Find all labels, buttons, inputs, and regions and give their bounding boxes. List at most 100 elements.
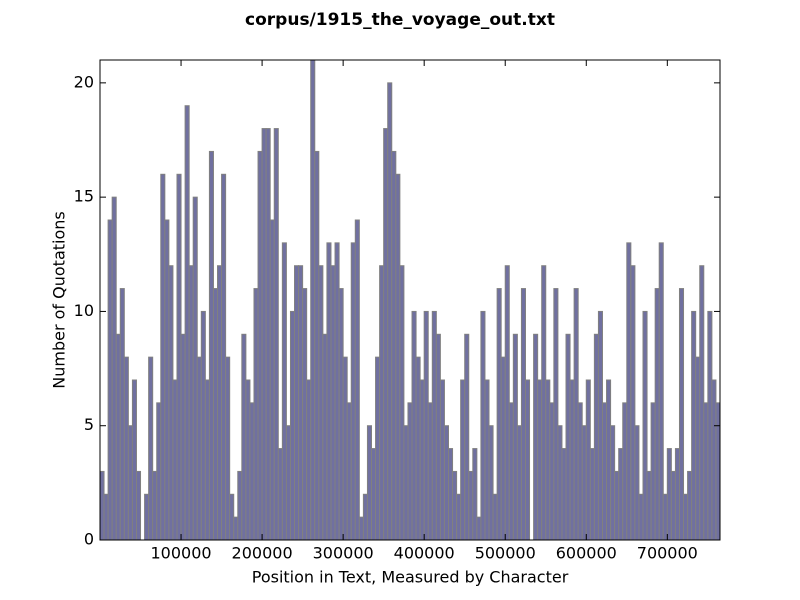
bar xyxy=(403,425,409,541)
bar xyxy=(180,333,186,541)
bar xyxy=(391,150,397,541)
bar xyxy=(691,310,697,541)
bar xyxy=(622,402,628,541)
bar xyxy=(314,150,320,541)
bar xyxy=(516,425,522,541)
bar xyxy=(658,242,664,541)
bar xyxy=(484,379,490,541)
bar xyxy=(678,288,685,541)
bar xyxy=(508,402,514,541)
bar xyxy=(553,288,559,541)
chart-title: corpus/1915_the_voyage_out.txt xyxy=(245,10,555,30)
bar xyxy=(196,356,202,541)
bar xyxy=(204,379,210,541)
bar xyxy=(654,288,660,541)
bar xyxy=(395,173,401,541)
bar xyxy=(160,173,166,541)
bar xyxy=(642,310,648,541)
bar xyxy=(423,310,429,541)
bar xyxy=(589,448,595,541)
bar xyxy=(237,470,243,541)
bar xyxy=(188,265,194,541)
bar xyxy=(447,448,454,541)
bar xyxy=(99,470,105,541)
bar xyxy=(119,288,125,541)
bar xyxy=(371,448,377,541)
bar xyxy=(601,402,608,541)
bar xyxy=(460,379,466,541)
bar xyxy=(103,493,109,541)
bar xyxy=(334,242,340,541)
bar xyxy=(330,265,336,541)
bar xyxy=(131,379,137,541)
bar xyxy=(662,493,668,541)
bar xyxy=(281,242,287,541)
bar xyxy=(614,470,620,541)
bar xyxy=(269,219,275,541)
bar xyxy=(253,288,259,541)
bar xyxy=(148,356,154,541)
bar xyxy=(638,493,644,541)
bar xyxy=(683,493,689,541)
bar xyxy=(476,516,482,541)
bar xyxy=(306,379,312,541)
bar xyxy=(383,128,389,541)
bar xyxy=(346,402,352,541)
bar xyxy=(703,402,709,541)
x-tick-label: 500000 xyxy=(475,544,536,563)
bar xyxy=(452,470,458,541)
bar xyxy=(411,310,417,541)
bar xyxy=(123,356,129,541)
bar xyxy=(500,356,506,541)
bar xyxy=(524,379,531,541)
bar xyxy=(135,470,142,541)
bar xyxy=(257,150,263,541)
bar xyxy=(168,265,174,541)
bar xyxy=(277,448,283,541)
bar xyxy=(310,59,316,541)
bar xyxy=(354,219,360,541)
bar xyxy=(537,379,543,541)
bar xyxy=(152,470,158,541)
bar xyxy=(707,310,713,541)
bar xyxy=(265,128,271,541)
bar xyxy=(127,425,133,541)
plot-frame xyxy=(99,59,721,541)
bar xyxy=(285,425,291,541)
y-tick-label: 0 xyxy=(84,530,94,549)
bar xyxy=(545,379,551,541)
bar xyxy=(358,516,364,541)
bar xyxy=(699,265,705,541)
bar xyxy=(634,425,640,541)
bar xyxy=(241,333,247,541)
bar xyxy=(225,356,231,541)
bar xyxy=(646,470,652,541)
bar xyxy=(650,402,656,541)
bar xyxy=(520,288,526,541)
bar xyxy=(302,288,308,541)
bar xyxy=(379,265,385,541)
bar xyxy=(249,402,255,541)
bar xyxy=(407,402,413,541)
bar xyxy=(585,379,591,541)
bar xyxy=(439,379,445,541)
x-tick-label: 400000 xyxy=(394,544,455,563)
bar xyxy=(577,402,583,541)
bar xyxy=(294,265,300,541)
bar xyxy=(115,333,121,541)
x-tick-label: 600000 xyxy=(556,544,617,563)
bar xyxy=(273,128,279,541)
bar xyxy=(597,310,603,541)
bar xyxy=(156,402,162,541)
bar xyxy=(687,470,693,541)
bar xyxy=(245,379,251,541)
bar xyxy=(289,310,296,541)
bar xyxy=(565,333,571,541)
bar xyxy=(200,310,206,541)
bar xyxy=(512,333,518,541)
bar xyxy=(435,333,441,541)
bar xyxy=(261,128,267,541)
y-tick-label: 5 xyxy=(84,415,94,434)
bar xyxy=(630,265,636,541)
